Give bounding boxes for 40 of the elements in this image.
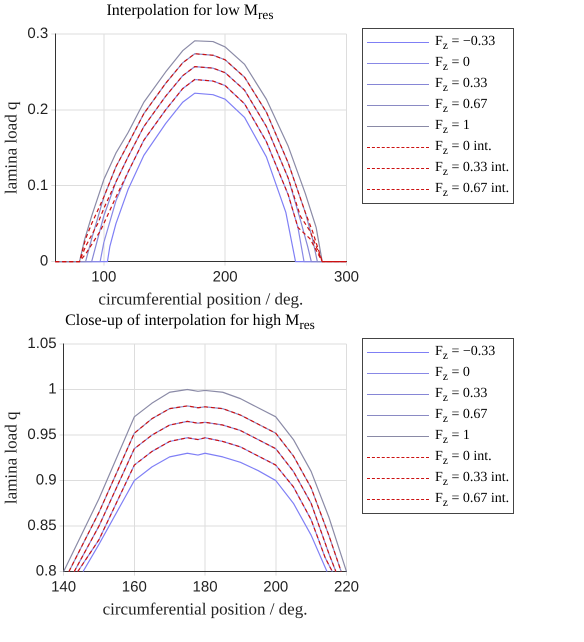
x-tick-label: 140 bbox=[51, 578, 76, 596]
legend-label: F$_{z}$ = 1 bbox=[435, 118, 470, 136]
y-tick-label: 0.9 bbox=[36, 472, 57, 489]
legend-label: F$_{z}$ = 0 int. bbox=[435, 138, 492, 156]
x-tick-label: 100 bbox=[91, 268, 116, 286]
legend-label: F$_{z}$ = 0.33 bbox=[435, 76, 488, 94]
legend-label: F$_{z}$ = 0.33 int. bbox=[435, 160, 510, 178]
legend-label: F$_{z}$ = 0.67 int. bbox=[435, 180, 510, 198]
x-tick-label: 160 bbox=[122, 578, 147, 596]
x-axis-title: circumferential position / deg. bbox=[102, 599, 308, 618]
y-tick-label: 1.05 bbox=[27, 335, 57, 352]
chart-title: Close-up of interpolation for high M$_{res}$ bbox=[64, 311, 316, 332]
x-tick-label: 220 bbox=[334, 578, 359, 596]
x-axis-title: circumferential position / deg. bbox=[98, 289, 304, 308]
legend-label: F$_{z}$ = 0 int. bbox=[435, 448, 492, 466]
legend-label: F$_{z}$ = −0.33 bbox=[435, 344, 496, 362]
y-tick-label: 0.95 bbox=[27, 426, 57, 444]
x-tick-label: 200 bbox=[212, 268, 238, 286]
legend-label: F$_{z}$ = 0.33 int. bbox=[435, 470, 510, 488]
y-tick-label: 1 bbox=[48, 380, 57, 398]
x-tick-label: 300 bbox=[334, 268, 359, 286]
y-tick-label: 0.8 bbox=[36, 562, 57, 580]
y-tick-label: 0.1 bbox=[27, 176, 48, 194]
legend-label: F$_{z}$ = 0.67 int. bbox=[435, 490, 510, 508]
chart-title: Interpolation for low M$_{res}$ bbox=[105, 1, 275, 22]
y-tick-label: 0.2 bbox=[27, 101, 48, 118]
legend-label: F$_{z}$ = 0.67 bbox=[435, 406, 488, 424]
legend-label: F$_{z}$ = 0 bbox=[435, 54, 470, 72]
legend-label: F$_{z}$ = 0.33 bbox=[435, 386, 488, 404]
legend-label: F$_{z}$ = 0 bbox=[435, 364, 470, 382]
y-axis-title: lamina load q bbox=[2, 101, 21, 194]
legend-label: F$_{z}$ = 1 bbox=[435, 428, 470, 446]
y-tick-label: 0.3 bbox=[27, 25, 48, 42]
x-tick-label: 200 bbox=[263, 578, 288, 596]
legend-label: F$_{z}$ = 0.67 bbox=[435, 96, 488, 114]
y-tick-label: 0 bbox=[40, 252, 48, 270]
y-axis-title: lamina load q bbox=[2, 411, 21, 504]
y-tick-label: 0.85 bbox=[27, 517, 57, 534]
legend-label: F$_{z}$ = −0.33 bbox=[435, 34, 496, 52]
x-tick-label: 180 bbox=[192, 578, 218, 596]
